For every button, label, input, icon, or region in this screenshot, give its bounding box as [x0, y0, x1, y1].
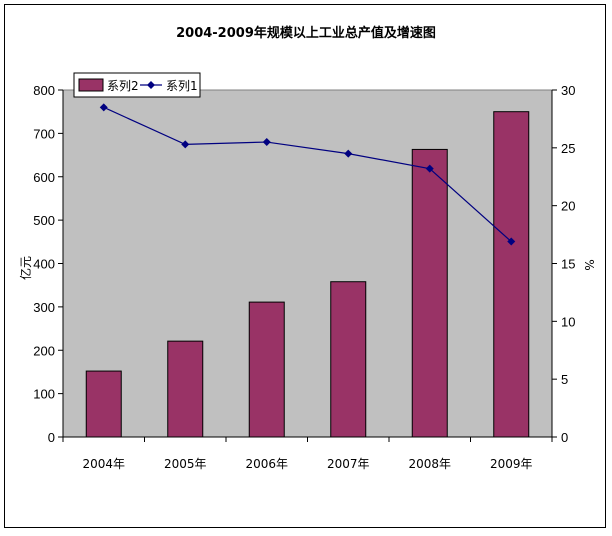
- bar-2: [248, 301, 285, 438]
- x-tick-label-1: 2005年: [164, 457, 207, 471]
- y-tick-label-1: 100: [33, 387, 55, 402]
- line-point-4: [425, 164, 434, 173]
- y2-tick-label-5: 25: [561, 141, 575, 156]
- legend-bar-swatch: [78, 78, 104, 92]
- x-tick-label-2: 2006年: [245, 457, 288, 471]
- y-tick-label-7: 700: [33, 126, 55, 141]
- bars-layer: [85, 111, 530, 438]
- bar-0: [85, 370, 122, 438]
- y2-tick-label-0: 0: [561, 430, 568, 445]
- y-tick-label-6: 600: [33, 170, 55, 185]
- legend-bar-label: 系列2: [107, 79, 139, 93]
- y2-tick-label-2: 10: [561, 314, 575, 329]
- bar-4: [411, 148, 448, 438]
- line-point-2: [262, 138, 271, 147]
- axes-layer: 0 100 200 300 400 500 600 700 800 0 5 10 15 20 25 30 200…: [33, 83, 575, 471]
- line-point-1: [181, 140, 190, 149]
- y-tick-label-0: 0: [48, 430, 55, 445]
- x-tick-label-0: 2004年: [82, 457, 125, 471]
- legend-line-marker: [147, 81, 155, 89]
- line-layer: [99, 103, 516, 246]
- y2-tick-label-3: 15: [561, 257, 575, 272]
- bar-1: [167, 340, 204, 438]
- legend: 系列2 系列1: [73, 72, 201, 98]
- bar-5: [493, 111, 530, 438]
- y-tick-label-2: 200: [33, 343, 55, 358]
- x-tick-label-4: 2008年: [408, 457, 451, 471]
- chart-title: 2004-2009年规模以上工业总产值及增速图: [176, 26, 436, 41]
- y-tick-label-8: 800: [33, 83, 55, 98]
- y2-axis-title: %: [582, 259, 596, 270]
- y-tick-label-5: 500: [33, 213, 55, 228]
- x-tick-label-5: 2009年: [490, 457, 533, 471]
- y-tick-label-4: 400: [33, 257, 55, 272]
- x-tick-label-3: 2007年: [327, 457, 370, 471]
- bar-3: [330, 281, 367, 438]
- line-point-5: [507, 237, 516, 246]
- y2-tick-label-1: 5: [561, 372, 568, 387]
- y2-tick-label-4: 20: [561, 199, 575, 214]
- y-tick-label-3: 300: [33, 300, 55, 315]
- plot-area: [62, 89, 553, 438]
- y-axis-title: 亿元: [18, 256, 33, 280]
- y2-tick-label-6: 30: [561, 83, 575, 98]
- line-point-3: [344, 149, 353, 158]
- line-point-0: [99, 103, 108, 112]
- legend-line-label: 系列1: [166, 79, 198, 93]
- series-line: [103, 106, 512, 242]
